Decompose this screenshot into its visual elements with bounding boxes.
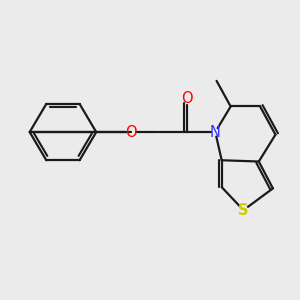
Text: O: O	[181, 91, 193, 106]
Text: O: O	[125, 124, 136, 140]
Text: S: S	[238, 203, 249, 218]
Text: N: N	[210, 124, 221, 140]
